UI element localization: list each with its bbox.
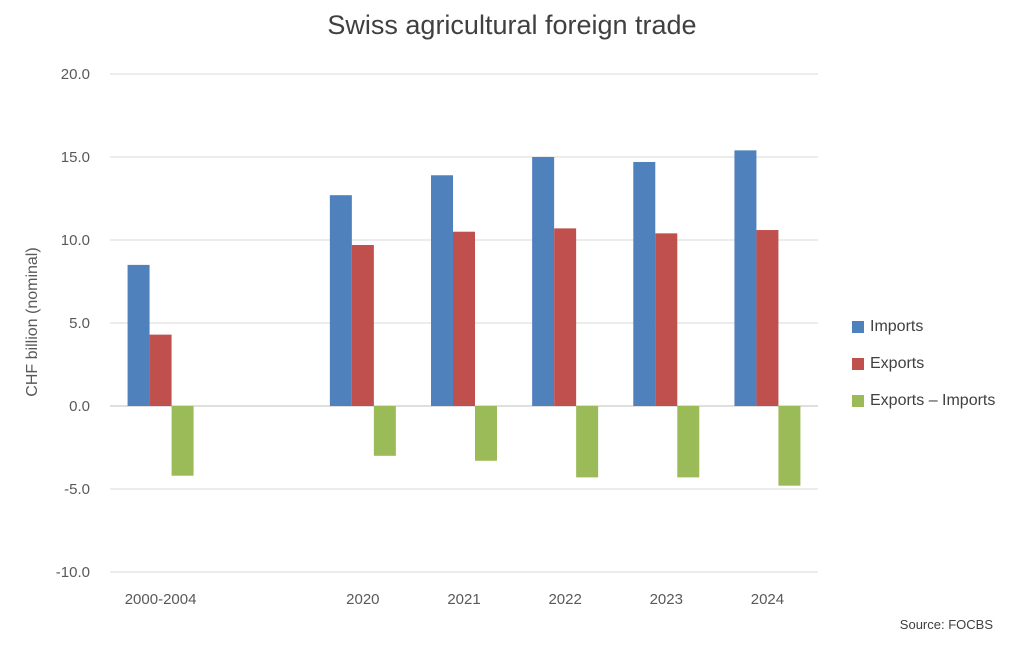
bar-exports-imports-2000-2004 xyxy=(171,406,194,476)
bar-exports-2022 xyxy=(554,228,577,406)
bar-exports-2000-2004 xyxy=(149,334,172,406)
bar-exports-2021 xyxy=(453,231,475,406)
legend-item-imports: Imports xyxy=(852,308,995,345)
x-tick-label: 2021 xyxy=(447,591,480,608)
y-tick-label: 5.0 xyxy=(69,315,90,332)
bar-exports-2023 xyxy=(655,233,678,406)
bar-imports-2023 xyxy=(633,161,656,406)
bar-imports-2020 xyxy=(329,195,352,406)
bar-exports-imports-2023 xyxy=(677,406,700,478)
y-tick-label: 10.0 xyxy=(61,232,90,249)
legend-swatch-exports xyxy=(852,357,864,370)
x-tick-label: 2000-2004 xyxy=(125,591,197,608)
bars xyxy=(127,150,801,486)
x-tick-label: 2020 xyxy=(346,591,379,608)
bar-exports-2024 xyxy=(756,230,779,406)
legend-item-balance: Exports – Imports xyxy=(852,382,995,419)
y-tick-label: 0.0 xyxy=(69,398,90,415)
bar-imports-2022 xyxy=(532,157,555,406)
y-tick-label: 20.0 xyxy=(61,66,90,83)
source-note: Source: FOCBS xyxy=(899,617,993,632)
legend: Imports Exports Exports – Imports xyxy=(852,308,995,419)
tick-labels: -10.0 -5.0 0.0 5.0 10.0 15.0 20.0 2000-2004 2020… xyxy=(56,66,784,608)
legend-label-exports: Exports xyxy=(870,354,925,372)
y-tick-label: -5.0 xyxy=(64,481,90,498)
bar-imports-2000-2004 xyxy=(127,264,150,406)
x-tick-label: 2024 xyxy=(751,591,784,608)
legend-swatch-balance xyxy=(852,394,864,407)
bar-exports-2020 xyxy=(351,244,374,406)
bar-imports-2021 xyxy=(431,175,453,406)
bar-exports-imports-2022 xyxy=(576,406,599,478)
y-tick-label: -10.0 xyxy=(56,564,90,581)
bar-exports-imports-2021 xyxy=(475,406,497,461)
bar-exports-imports-2024 xyxy=(778,406,801,486)
bar-exports-imports-2020 xyxy=(373,406,396,456)
legend-label-balance: Exports – Imports xyxy=(870,391,996,409)
y-axis-label: CHF billion (nominal) xyxy=(24,247,41,396)
legend-item-exports: Exports xyxy=(852,345,995,382)
legend-label-imports: Imports xyxy=(870,317,924,335)
bar-imports-2024 xyxy=(734,150,757,406)
legend-swatch-imports xyxy=(852,320,864,333)
x-tick-label: 2023 xyxy=(650,591,683,608)
chart-title: Swiss agricultural foreign trade xyxy=(327,10,697,40)
y-tick-label: 15.0 xyxy=(61,149,90,166)
x-tick-label: 2022 xyxy=(548,591,581,608)
